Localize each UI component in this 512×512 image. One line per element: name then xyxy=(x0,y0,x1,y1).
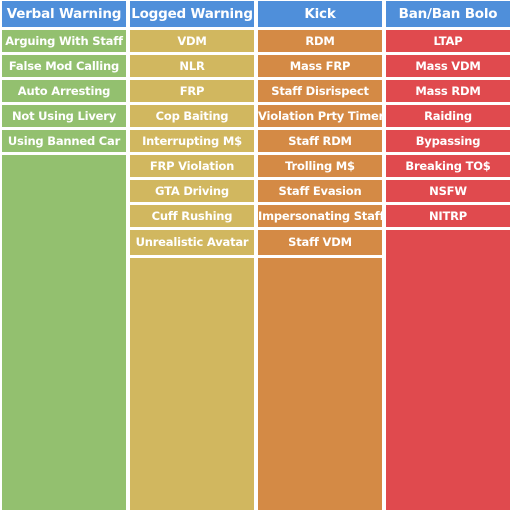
column-ban: Ban/Ban Bolo LTAP Mass VDM Mass RDM Raid… xyxy=(386,0,510,512)
list-item: RDM xyxy=(258,30,382,52)
list-item: LTAP xyxy=(386,30,510,52)
column-fill xyxy=(130,258,254,510)
list-item: Staff VDM xyxy=(258,230,382,255)
list-item: GTA Driving xyxy=(130,180,254,202)
column-verbal-warning: Verbal Warning Arguing With Staff False … xyxy=(2,0,126,512)
list-item: NSFW xyxy=(386,180,510,202)
list-item: Breaking TO$ xyxy=(386,155,510,177)
column-kick: Kick RDM Mass FRP Staff Disrispect Viola… xyxy=(258,0,382,512)
column-header: Verbal Warning xyxy=(2,1,126,27)
list-item: Unrealistic Avatar xyxy=(130,230,254,255)
list-item: Cop Baiting xyxy=(130,105,254,127)
list-item: Using Banned Car xyxy=(2,130,126,152)
list-item: Staff RDM xyxy=(258,130,382,152)
column-fill xyxy=(2,155,126,510)
list-item: FRP xyxy=(130,80,254,102)
list-item: Bypassing xyxy=(386,130,510,152)
list-item: Raiding xyxy=(386,105,510,127)
list-item: Auto Arresting xyxy=(2,80,126,102)
list-item: Violation Prty Timer xyxy=(258,105,382,127)
list-item: Impersonating Staff xyxy=(258,205,382,227)
list-item: Cuff Rushing xyxy=(130,205,254,227)
column-logged-warning: Logged Warning VDM NLR FRP Cop Baiting I… xyxy=(130,0,254,512)
list-item: NLR xyxy=(130,55,254,77)
column-header: Ban/Ban Bolo xyxy=(386,1,510,27)
list-item: Not Using Livery xyxy=(2,105,126,127)
column-fill xyxy=(386,230,510,510)
list-item: Staff Disrispect xyxy=(258,80,382,102)
list-item: False Mod Calling xyxy=(2,55,126,77)
column-fill xyxy=(258,258,382,510)
list-item: Staff Evasion xyxy=(258,180,382,202)
list-item: VDM xyxy=(130,30,254,52)
list-item: Mass FRP xyxy=(258,55,382,77)
list-item: Arguing With Staff xyxy=(2,30,126,52)
list-item: FRP Violation xyxy=(130,155,254,177)
list-item: NITRP xyxy=(386,205,510,227)
column-header: Kick xyxy=(258,1,382,27)
column-header: Logged Warning xyxy=(130,1,254,27)
list-item: Mass RDM xyxy=(386,80,510,102)
list-item: Mass VDM xyxy=(386,55,510,77)
list-item: Trolling M$ xyxy=(258,155,382,177)
list-item: Interrupting M$ xyxy=(130,130,254,152)
